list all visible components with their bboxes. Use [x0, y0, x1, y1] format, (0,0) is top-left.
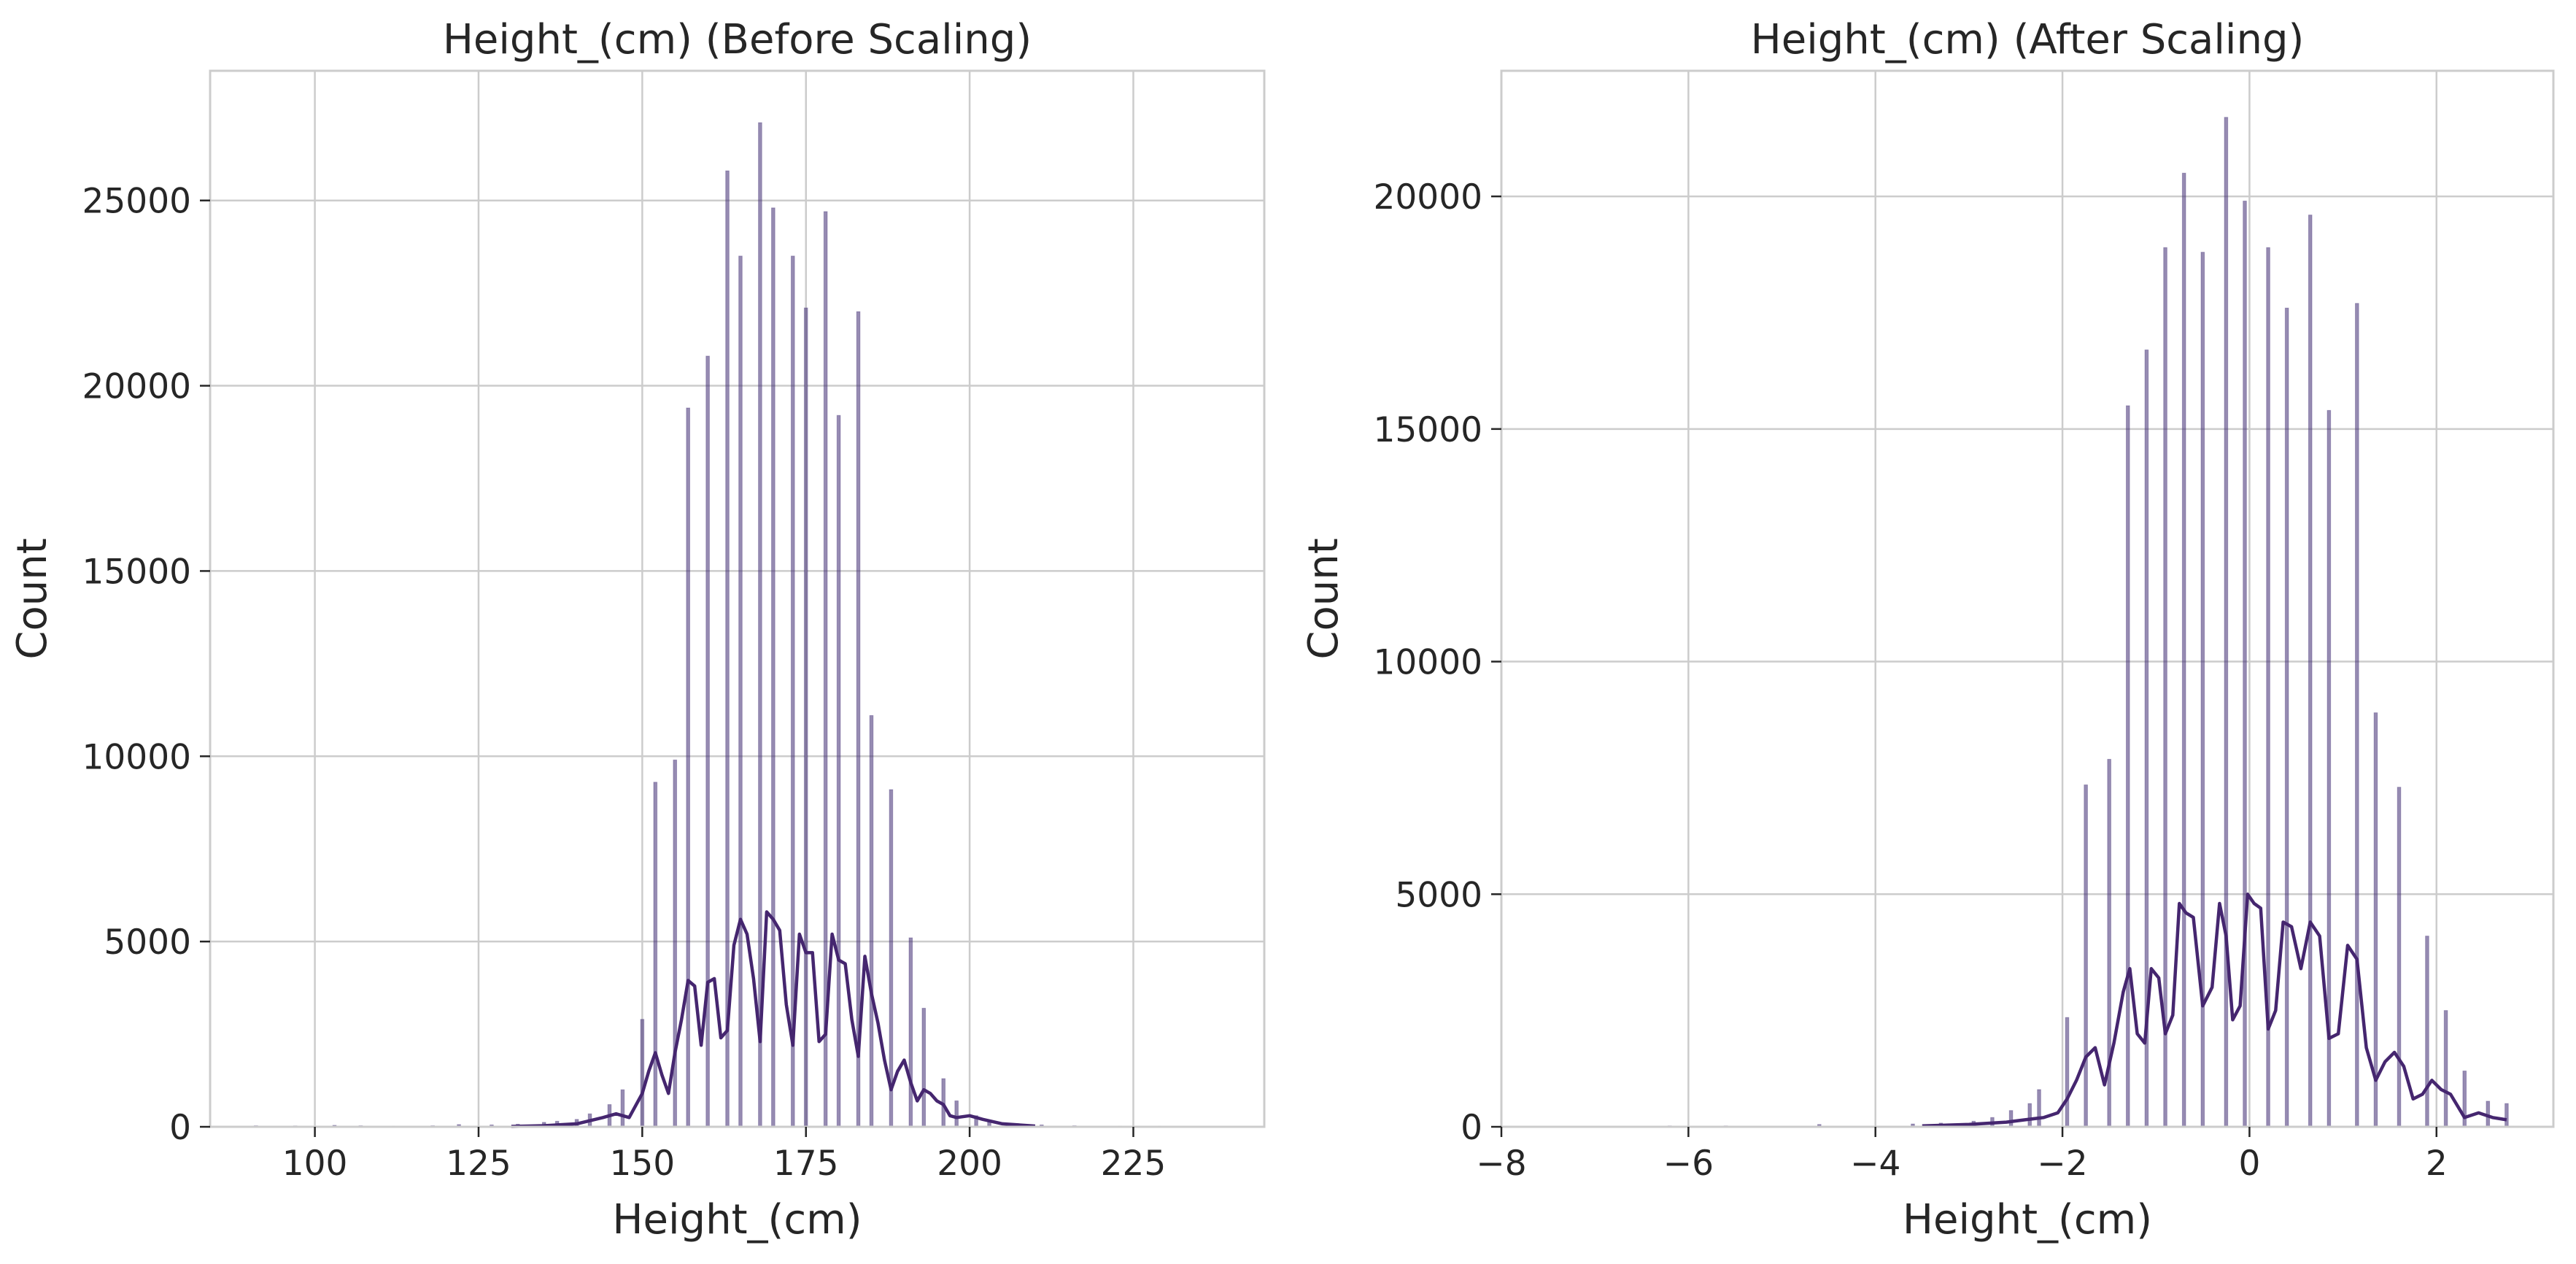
x-tick-label: 2 — [2426, 1144, 2448, 1184]
histogram-bar — [2027, 1103, 2032, 1128]
y-tick-label: 0 — [169, 1108, 191, 1148]
histogram-bar — [856, 311, 861, 1128]
plot-area: −8 −6 −4 −2 0 2 0 5000 10000 15000 20000 — [1373, 69, 2555, 1184]
histogram-bar — [2373, 712, 2378, 1128]
kde-line — [511, 910, 1036, 1128]
histogram-bar — [2008, 1110, 2014, 1128]
plot-area: 100 125 150 175 200 225 0 5000 10000 15000 20000 25… — [82, 69, 1266, 1184]
x-axis-label: Height_(cm) — [612, 1196, 862, 1244]
y-tick-label: 15000 — [82, 552, 191, 592]
histogram-bar — [620, 1089, 625, 1128]
kde-line — [1922, 893, 2507, 1128]
x-tick-label: 200 — [937, 1144, 1002, 1184]
y-tick-label: 10000 — [1373, 643, 1482, 683]
histogram-bar — [653, 782, 658, 1128]
histogram-bar — [2443, 1010, 2448, 1128]
histogram-bar — [2037, 1089, 2041, 1128]
y-tick-label: 5000 — [104, 922, 191, 963]
histogram-bar — [790, 255, 795, 1128]
x-tick-label: 150 — [610, 1144, 676, 1184]
histogram-bar — [2181, 172, 2186, 1128]
histogram-bar — [738, 255, 743, 1128]
y-axis-label: Count — [1300, 538, 1347, 659]
histogram-bar — [686, 407, 690, 1128]
x-tick-label: 125 — [446, 1144, 511, 1184]
histogram-bar — [2084, 784, 2088, 1128]
chart-title: Height_(cm) (After Scaling) — [1751, 16, 2305, 63]
histogram-bar — [2397, 787, 2402, 1128]
histogram-bar — [758, 122, 762, 1128]
histogram-bar — [2125, 405, 2130, 1128]
x-tick-label: 100 — [282, 1144, 348, 1184]
histogram-bar — [954, 1100, 959, 1128]
histogram-bar — [869, 714, 874, 1128]
y-tick-label: 5000 — [1395, 875, 1482, 915]
x-tick-label: 175 — [773, 1144, 839, 1184]
histogram-bar — [803, 307, 808, 1128]
x-tick-label: −8 — [1476, 1144, 1526, 1184]
histogram-bar — [823, 211, 828, 1128]
histogram-bar — [2065, 1017, 2070, 1128]
x-tick-label: −6 — [1663, 1144, 1714, 1184]
histogram-bar — [2284, 307, 2289, 1128]
chart-before-scaling: 100 125 150 175 200 225 0 5000 10000 15000 20000 25… — [9, 16, 1266, 1244]
y-tick-label: 20000 — [82, 367, 191, 407]
y-tick-label: 0 — [1461, 1108, 1482, 1148]
histogram-bar — [2425, 936, 2429, 1128]
histogram-bar — [908, 937, 913, 1128]
histogram-bar — [2243, 200, 2247, 1128]
histogram-bar — [771, 207, 775, 1128]
histogram-bar — [640, 1019, 645, 1128]
histogram-bar — [673, 759, 678, 1128]
histogram-bar — [836, 415, 841, 1128]
histogram-bar — [2224, 117, 2229, 1128]
x-tick-label: −2 — [2037, 1144, 2087, 1184]
chart-after-scaling: −8 −6 −4 −2 0 2 0 5000 10000 15000 20000 Height_(c… — [1300, 16, 2555, 1244]
histogram-bar — [921, 1008, 927, 1128]
histogram-bar — [889, 789, 894, 1128]
x-axis-label: Height_(cm) — [1903, 1196, 2152, 1244]
y-tick-label: 20000 — [1373, 177, 1482, 217]
histogram-bar — [705, 355, 710, 1128]
y-tick-label: 15000 — [1373, 410, 1482, 450]
y-tick-label: 10000 — [82, 737, 191, 777]
chart-title: Height_(cm) (Before Scaling) — [443, 16, 1032, 63]
histogram-bar — [725, 170, 730, 1128]
y-tick-label: 25000 — [82, 182, 191, 222]
histogram-bar — [2505, 1103, 2509, 1128]
y-axis-label: Count — [9, 538, 56, 659]
x-tick-label: 225 — [1101, 1144, 1167, 1184]
histogram-bar — [2163, 247, 2167, 1128]
axes-frame — [1500, 69, 2555, 1128]
x-tick-label: −4 — [1850, 1144, 1900, 1184]
histogram-bar — [2355, 303, 2359, 1128]
histogram-bar — [2308, 215, 2313, 1128]
axes-frame — [209, 69, 1266, 1128]
x-tick-label: 0 — [2238, 1144, 2260, 1184]
